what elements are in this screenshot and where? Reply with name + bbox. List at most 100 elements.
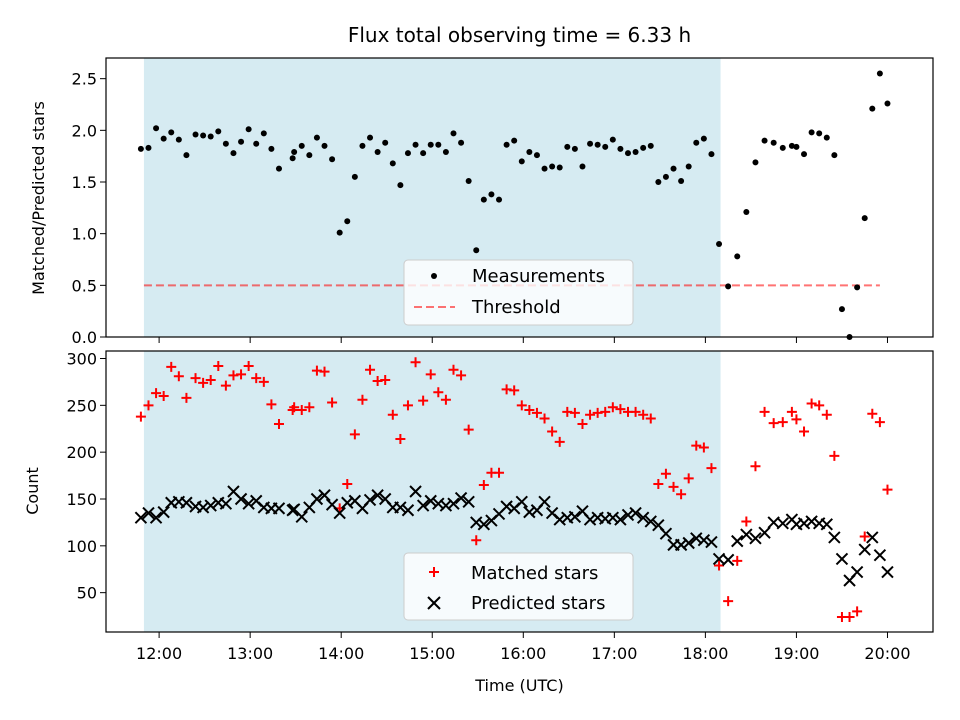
matched-star-point	[158, 390, 169, 401]
predicted-star-point	[731, 534, 744, 548]
predicted-star-point	[454, 491, 468, 505]
top-y-tick-label: 2.0	[72, 121, 97, 140]
measurement-point	[230, 150, 237, 157]
matched-star-point	[181, 392, 192, 403]
measurement-point	[253, 140, 260, 147]
bottom-y-tick-label: 150	[66, 490, 97, 509]
measurement-point	[602, 143, 609, 150]
measurement-point	[374, 149, 381, 156]
measurement-point	[382, 139, 389, 146]
predicted-star-point	[881, 565, 894, 579]
measurement-point	[617, 145, 624, 152]
measurement-point	[556, 164, 563, 171]
matched-star-point	[607, 402, 618, 413]
measurement-point	[685, 163, 692, 170]
top-y-tick-label: 0.0	[72, 328, 97, 347]
top-y-tick-label: 1.5	[72, 173, 97, 192]
predicted-star-point	[614, 513, 627, 526]
predicted-star-point	[157, 505, 170, 519]
predicted-star-points	[134, 485, 894, 587]
matched-star-point	[777, 417, 788, 428]
measurement-point	[306, 152, 313, 159]
legend-measurements-label: Measurements	[472, 266, 605, 287]
predicted-star-point	[333, 506, 346, 520]
predicted-star-point	[424, 494, 437, 508]
predicted-star-point	[142, 506, 155, 520]
measurement-point	[397, 182, 404, 189]
measurement-point	[245, 126, 252, 133]
matched-star-point	[683, 473, 694, 484]
measurement-point	[168, 129, 175, 136]
matched-star-point	[844, 612, 855, 623]
measurement-point	[336, 229, 343, 236]
x-axis-label: Time (UTC)	[474, 676, 563, 695]
matched-star-point	[296, 405, 307, 416]
predicted-star-point	[776, 517, 789, 530]
predicted-star-point	[659, 527, 673, 540]
measurement-point	[442, 149, 449, 156]
matched-star-point	[814, 400, 825, 411]
predicted-star-point	[439, 499, 453, 512]
predicted-star-point	[134, 511, 148, 524]
measurement-point	[571, 145, 578, 152]
matched-star-point	[273, 419, 284, 430]
matched-star-point	[630, 406, 641, 417]
predicted-star-point	[835, 552, 849, 566]
matched-star-point	[867, 408, 878, 419]
predicted-star-point	[636, 511, 650, 524]
matched-star-point	[205, 375, 216, 386]
matched-star-point	[220, 380, 231, 391]
matched-star-point	[585, 409, 596, 420]
top-y-tick-label: 1.0	[72, 225, 97, 244]
matched-star-point	[786, 406, 797, 417]
legend-threshold-label: Threshold	[471, 297, 561, 318]
measurement-point	[260, 130, 267, 137]
matched-star-point	[768, 418, 779, 429]
measurement-point	[770, 139, 777, 146]
measurement-point	[175, 136, 182, 143]
measurement-point	[192, 131, 199, 138]
measurement-point	[831, 152, 838, 159]
matched-star-point	[799, 426, 810, 437]
matched-star-point	[151, 388, 162, 399]
matched-star-point	[418, 395, 429, 406]
bottom-y-axis-label: Count	[23, 467, 42, 515]
measurement-point	[222, 140, 229, 147]
predicted-star-point	[583, 513, 597, 526]
measurement-point	[404, 150, 411, 157]
predicted-star-point	[500, 500, 513, 513]
measurement-point	[655, 179, 662, 185]
measurement-point	[367, 134, 374, 141]
measurement-point	[289, 155, 296, 162]
predicted-star-point	[234, 492, 248, 506]
measurement-point	[743, 208, 750, 215]
matched-star-point	[547, 426, 558, 437]
matched-star-point	[874, 417, 885, 428]
matched-star-point	[852, 606, 863, 617]
predicted-star-point	[272, 502, 286, 515]
measurement-point	[420, 150, 427, 157]
predicted-star-point	[674, 538, 688, 552]
measurement-point	[351, 173, 358, 180]
matched-star-point	[653, 479, 664, 490]
matched-star-point	[236, 369, 247, 380]
bottom-y-tick-label: 200	[66, 443, 97, 462]
matched-star-point	[448, 364, 459, 375]
top-legend: Measurements Threshold	[403, 259, 634, 326]
measurement-point	[533, 152, 540, 159]
predicted-star-point	[721, 553, 735, 567]
matched-star-point	[759, 406, 770, 417]
measurement-point	[801, 151, 808, 158]
measurement-point	[238, 138, 245, 145]
measurement-point	[869, 105, 876, 112]
measurement-point	[473, 247, 480, 254]
bottom-axes-frame	[105, 350, 934, 633]
x-tick-label: 18:00	[682, 644, 728, 663]
matched-star-point	[706, 463, 717, 474]
predicted-star-point	[416, 499, 430, 512]
predicted-star-point	[204, 499, 217, 512]
bottom-x-ticks: 12:00 13:00 14:00 15:00 16:00 17:00 18:00 19:00…	[136, 632, 911, 663]
measurement-point	[662, 173, 669, 180]
x-tick-label: 13:00	[227, 644, 273, 663]
predicted-star-point	[180, 496, 193, 509]
